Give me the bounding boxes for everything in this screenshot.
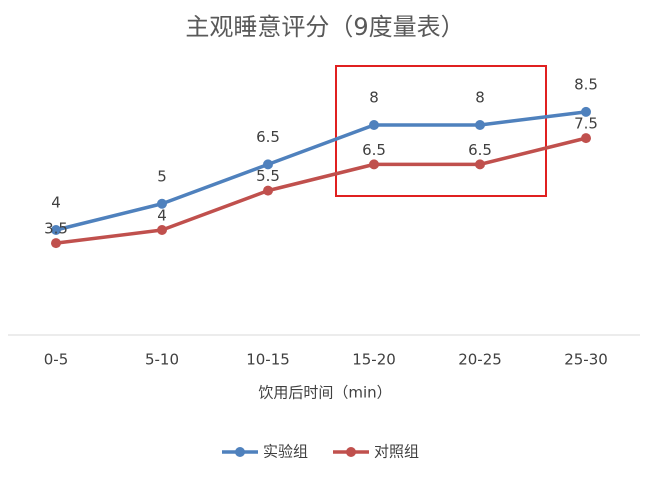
data-point <box>475 159 485 170</box>
data-point <box>157 225 167 235</box>
data-label: 8.5 <box>574 75 598 93</box>
x-tick-label: 25-30 <box>564 351 608 369</box>
legend-label: 对照组 <box>374 443 419 461</box>
data-label: 5.5 <box>256 167 280 185</box>
data-label: 8 <box>475 89 485 107</box>
data-label: 6.5 <box>256 128 280 146</box>
x-axis-title: 饮用后时间（min） <box>258 384 391 402</box>
data-label: 8 <box>369 89 379 107</box>
data-point <box>157 198 167 209</box>
data-label: 7.5 <box>574 115 598 133</box>
series-line <box>55 136 587 245</box>
data-label: 5 <box>157 167 167 185</box>
data-label: 6.5 <box>362 141 386 159</box>
data-label: 4 <box>157 207 167 225</box>
data-point <box>263 159 273 170</box>
legend-marker <box>235 447 245 457</box>
data-label: 4 <box>51 194 61 212</box>
data-point <box>369 120 379 130</box>
x-tick-label: 10-15 <box>246 351 290 369</box>
highlight-box <box>335 65 547 197</box>
data-point <box>51 225 61 235</box>
data-point <box>581 133 591 144</box>
chart-title: 主观睡意评分（9度量表） <box>185 13 464 41</box>
data-point <box>475 120 485 130</box>
legend-label: 实验组 <box>263 443 308 461</box>
data-point <box>369 159 379 170</box>
x-tick-label: 15-20 <box>352 351 396 369</box>
data-label: 3.5 <box>44 220 68 238</box>
series-line <box>55 110 587 232</box>
x-tick-label: 5-10 <box>145 351 179 369</box>
data-point <box>51 238 61 249</box>
data-point <box>263 185 273 196</box>
data-label: 6.5 <box>468 141 492 159</box>
legend-marker <box>346 447 356 457</box>
x-tick-label: 20-25 <box>458 351 502 369</box>
data-point <box>581 106 591 117</box>
x-tick-label: 0-5 <box>44 351 69 369</box>
